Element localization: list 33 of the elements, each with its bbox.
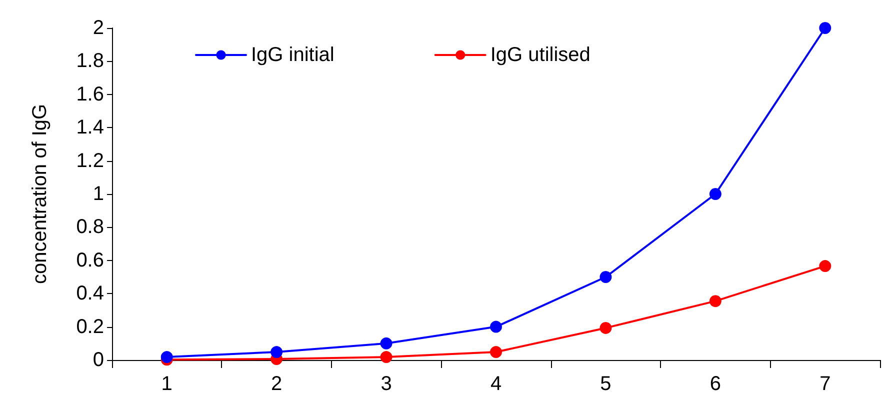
point: [380, 351, 392, 364]
legend-label: IgG utilised: [490, 44, 590, 66]
y-tick-label: 2: [92, 17, 104, 39]
point: [819, 260, 832, 272]
y-axis-title: concentration of IgG: [29, 104, 51, 284]
y-tick-label: 1.4: [76, 116, 104, 139]
point: [490, 320, 502, 333]
point: [709, 295, 722, 308]
point: [380, 337, 392, 350]
legend-label: IgG initial: [251, 44, 334, 66]
y-tick-label: 1.2: [76, 150, 104, 172]
point: [600, 322, 612, 334]
y-tick-label: 1.8: [76, 50, 104, 72]
x-tick-label: 7: [820, 373, 831, 395]
point: [270, 346, 283, 358]
x-tick-label: 1: [161, 373, 172, 395]
y-tick-label: 0.8: [76, 216, 104, 238]
point: [600, 271, 612, 283]
y-tick-label: 1: [92, 183, 104, 205]
point: [160, 351, 173, 364]
y-tick-label: 0.2: [76, 316, 104, 338]
x-tick-label: 4: [490, 373, 502, 395]
point: [490, 346, 502, 358]
y-tick-label: 0: [92, 349, 104, 371]
y-tick-label: 1.6: [76, 83, 104, 106]
point: [819, 22, 832, 34]
x-tick-label: 2: [271, 373, 282, 395]
y-tick-label: 0.4: [76, 282, 104, 305]
y-tick-label: 0.6: [76, 249, 104, 272]
point: [709, 188, 722, 200]
x-tick-label: 6: [710, 373, 721, 395]
x-tick-label: 3: [380, 373, 392, 395]
x-tick-label: 5: [600, 373, 612, 395]
